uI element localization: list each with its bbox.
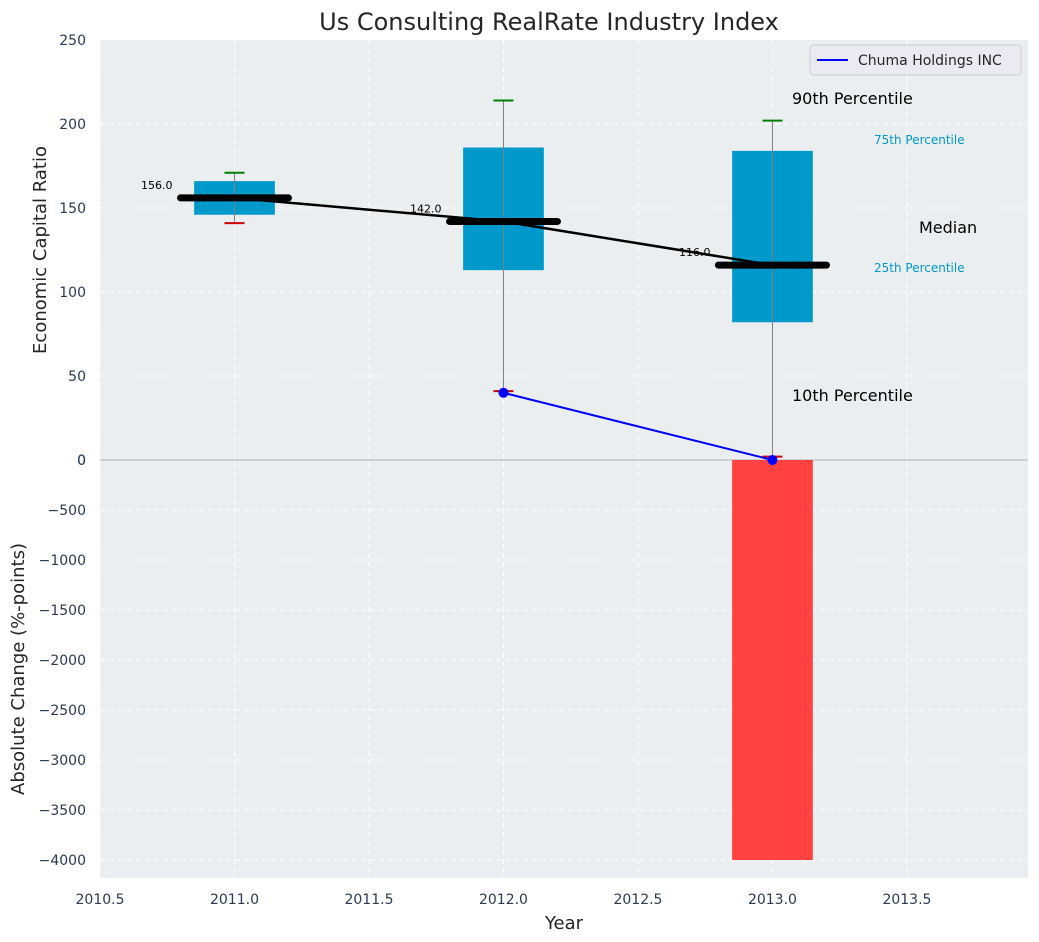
plot-layer: 2010.5 2011.0 2011.5 2012.0 2012.5 2013.0 2013… [39,33,1028,908]
bottom-y-tick-label: −1500 [39,603,86,619]
annotation-p25: 25th Percentile [874,261,965,275]
top-y-axis-label: Economic Capital Ratio [30,146,51,354]
x-tick-label: 2011.0 [210,892,259,908]
company-series-point [498,387,509,398]
bottom-y-axis-label: Absolute Change (%-points) [8,543,29,795]
bottom-y-tick-label: −3000 [39,753,86,769]
chart-title: Us Consulting RealRate Industry Index [319,8,779,36]
median-value-label: 142.0 [410,202,442,215]
change-bar [732,460,813,860]
annotation-p90: 90th Percentile [792,89,913,108]
legend: Chuma Holdings INC [809,44,1022,76]
bottom-plot-area [100,460,1028,878]
bottom-y-tick-label: −500 [48,503,86,519]
bottom-y-tick-label: 0 [77,453,86,469]
annotation-p75: 75th Percentile [874,133,965,147]
x-tick-label: 2010.5 [76,892,125,908]
median-value-label: 116.0 [679,246,711,259]
legend-box [809,44,1022,76]
top-y-tick-label: 200 [59,117,86,133]
company-series-point [767,455,778,465]
bottom-y-tick-label: −4000 [39,853,86,869]
x-tick-label: 2012.5 [613,892,662,908]
top-y-tick-label: 100 [59,285,86,301]
bottom-y-tick-label: −1000 [39,553,86,569]
x-tick-label: 2011.5 [344,892,393,908]
top-y-tick-label: 150 [59,201,86,217]
top-y-tick-label: 250 [59,33,86,49]
annotation-median: Median [919,218,977,237]
company-series-line [503,391,773,461]
top-y-tick-label: 0 [77,453,86,469]
x-tick-label: 2013.0 [748,892,797,908]
legend-label: Chuma Holdings INC [858,53,1002,69]
top-plot-area [100,40,1028,460]
x-tick-label: 2012.0 [479,892,528,908]
bottom-y-tick-label: −2000 [39,653,86,669]
annotation-p10: 10th Percentile [792,386,913,405]
median-value-label: 156.0 [141,179,173,192]
bottom-y-tick-label: −3500 [39,803,86,819]
x-tick-label: 2013.5 [882,892,931,908]
top-y-tick-label: 50 [68,369,86,385]
x-axis-label: Year [544,913,584,934]
bottom-y-tick-label: −2500 [39,703,86,719]
